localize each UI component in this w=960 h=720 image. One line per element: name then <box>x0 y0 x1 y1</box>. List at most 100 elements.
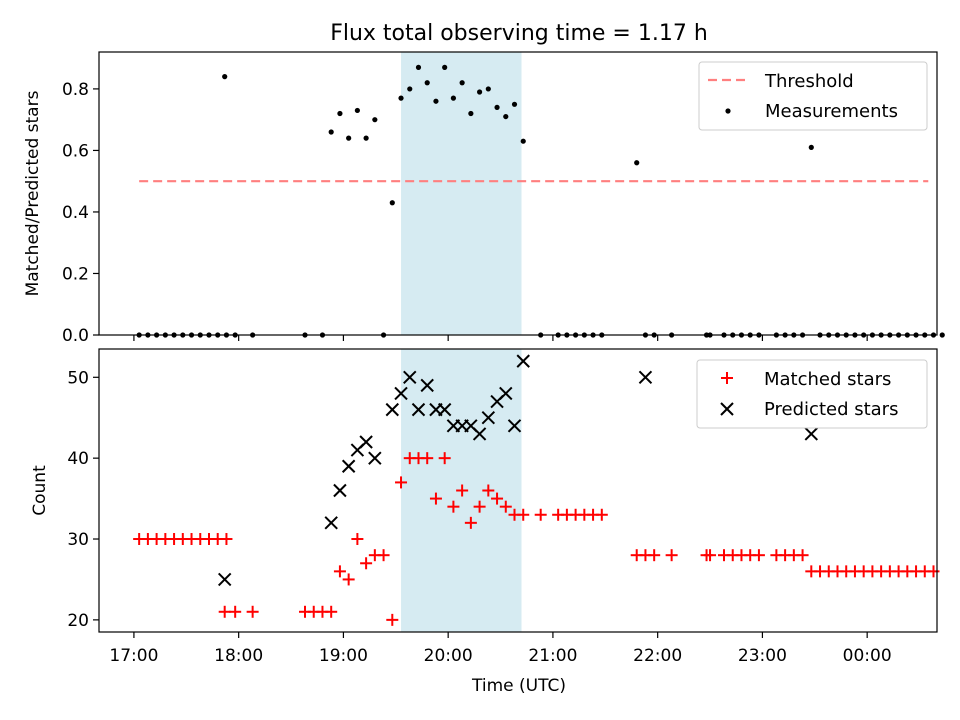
x-tick-label: 21:00 <box>528 646 577 666</box>
predicted-star-point <box>359 435 373 449</box>
measurement-point <box>511 101 518 107</box>
predicted-star-point <box>420 378 434 393</box>
matched-star-points <box>133 452 940 626</box>
count-y-ticks: 20 30 40 50 <box>67 368 99 631</box>
matched-star-point <box>482 484 495 497</box>
measurement-point <box>808 144 814 150</box>
matched-star-point <box>752 549 765 562</box>
matched-star-point <box>648 549 661 562</box>
y-tick-label: 30 <box>67 530 89 550</box>
matched-star-point <box>395 476 408 489</box>
measurement-point <box>459 80 465 86</box>
x-tick-label: 00:00 <box>843 646 892 666</box>
measurement-point <box>389 200 395 206</box>
matched-star-point <box>499 500 512 513</box>
matched-star-point <box>665 549 678 562</box>
count-x-ticks: 17:00 18:00 19:00 20:00 21:00 22:00 23:00 00:00 <box>109 632 892 666</box>
count-y-axis-label: Count <box>30 465 50 516</box>
predicted-star-point <box>368 451 382 465</box>
count-legend-box <box>696 359 928 429</box>
matched-star-point <box>927 565 940 578</box>
legend-threshold-label: Threshold <box>764 71 854 92</box>
y-tick-label: 0.2 <box>62 264 89 284</box>
matched-star-point <box>534 508 547 521</box>
matched-star-point <box>220 533 233 546</box>
matched-star-point <box>218 605 231 618</box>
predicted-star-point <box>394 386 408 401</box>
predicted-star-point <box>516 354 530 368</box>
measurement-point <box>634 160 640 166</box>
x-tick-label: 19:00 <box>319 646 368 666</box>
measurement-point <box>222 74 228 80</box>
x-tick-label: 20:00 <box>424 646 473 666</box>
matched-star-point <box>704 549 717 562</box>
measurement-point <box>442 64 448 70</box>
x-tick-label: 22:00 <box>633 646 682 666</box>
measurement-point <box>346 135 352 141</box>
y-tick-label: 40 <box>67 449 89 469</box>
legend-predicted-label: Predicted stars <box>764 399 898 420</box>
ratio-panel-frame <box>98 51 938 336</box>
legend-measurement-swatch <box>725 108 731 114</box>
matched-star-point <box>796 549 809 562</box>
x-axis-label: Time (UTC) <box>471 676 566 696</box>
x-tick-label: 23:00 <box>738 646 787 666</box>
matched-star-point <box>464 516 477 529</box>
measurement-point <box>424 80 430 86</box>
matched-star-point <box>333 565 346 578</box>
predicted-star-point <box>411 402 426 417</box>
matched-star-point <box>429 492 442 505</box>
y-tick-label: 0.4 <box>62 203 89 223</box>
predicted-star-point <box>507 419 522 433</box>
predicted-star-point <box>481 411 496 425</box>
ratio-legend-box <box>698 61 928 131</box>
matched-star-point <box>421 452 434 465</box>
measurement-point <box>354 107 360 114</box>
predicted-star-point <box>804 427 819 441</box>
predicted-star-point <box>324 516 338 530</box>
count-legend: Matched stars Predicted stars <box>696 359 928 429</box>
matched-star-point <box>595 508 608 521</box>
measurement-point <box>485 86 491 92</box>
count-panel: 20 30 40 50 17:00 18:00 19:00 20:00 21:00 22:00 2… <box>30 348 940 696</box>
matched-star-point <box>456 484 469 497</box>
matched-star-point <box>325 605 338 618</box>
measurement-point <box>494 104 500 110</box>
measurement-point <box>939 332 945 338</box>
x-tick-label: 17:00 <box>109 646 158 666</box>
ratio-y-axis-label: Matched/Predicted stars <box>23 90 43 296</box>
predicted-star-point <box>403 370 417 385</box>
measurement-point <box>398 95 404 101</box>
y-tick-label: 0.0 <box>62 326 89 346</box>
measurement-point <box>468 110 474 117</box>
predicted-star-point <box>333 483 347 498</box>
matched-star-point <box>438 452 451 465</box>
legend-matched-label: Matched stars <box>764 369 891 390</box>
measurement-point <box>520 138 526 144</box>
measurement-point <box>363 135 369 141</box>
ratio-panel: 0.00.20.40.60.8 Matched/Predicted stars … <box>23 51 945 346</box>
chart-title: Flux total observing time = 1.17 h <box>330 21 708 46</box>
measurement-point <box>372 117 378 123</box>
y-tick-label: 20 <box>67 611 89 631</box>
matched-star-point <box>517 508 530 521</box>
matched-star-point <box>473 500 486 513</box>
measurement-point <box>476 89 483 95</box>
matched-star-point <box>386 613 399 626</box>
predicted-star-point <box>638 370 653 385</box>
legend-matched-swatch <box>721 372 733 384</box>
predicted-star-point <box>217 572 232 587</box>
matched-star-point <box>377 549 390 562</box>
x-tick-label: 18:00 <box>214 646 263 666</box>
measurement-point <box>328 129 334 135</box>
measurement-point <box>415 64 422 70</box>
measurement-point <box>337 110 343 117</box>
y-tick-label: 50 <box>67 368 89 388</box>
measurement-point <box>433 98 439 104</box>
predicted-star-point <box>385 402 400 417</box>
predicted-star-point <box>472 427 487 441</box>
legend-predicted-swatch <box>720 402 734 416</box>
predicted-star-point <box>437 402 452 417</box>
y-tick-label: 0.6 <box>62 141 89 161</box>
